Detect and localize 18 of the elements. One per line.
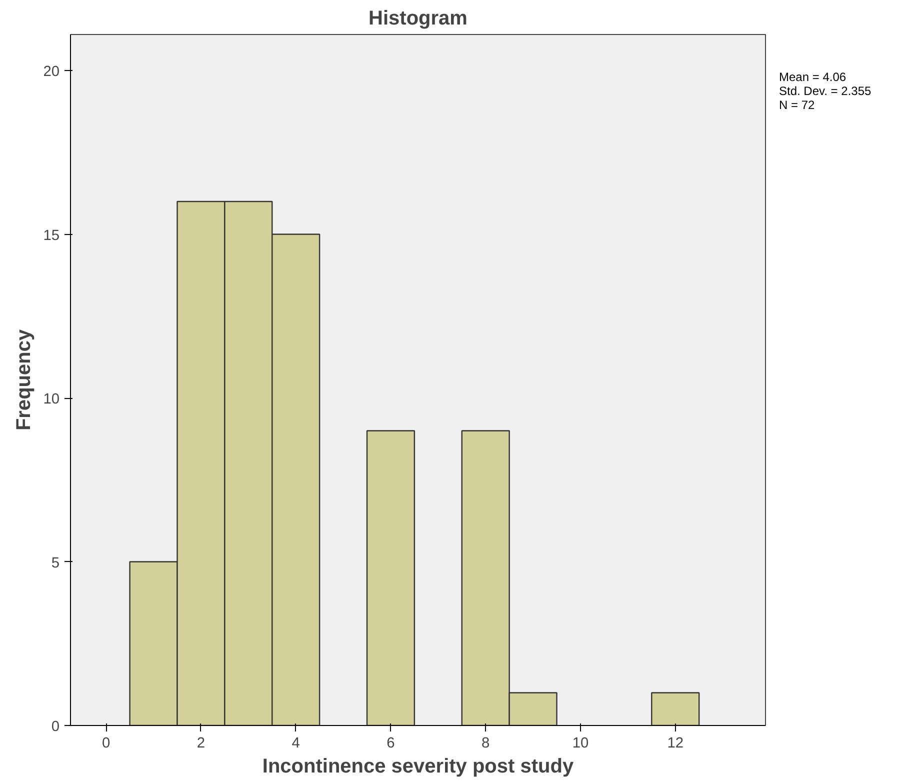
y-tick-label: 15 bbox=[43, 228, 60, 244]
text: N = 72 bbox=[779, 98, 815, 112]
x-tick-label: 6 bbox=[386, 736, 395, 752]
x-tick-label: 8 bbox=[482, 736, 490, 752]
x-tick-label: 10 bbox=[572, 736, 589, 752]
y-tick-label: 10 bbox=[43, 392, 60, 408]
x-tick-label: 0 bbox=[102, 736, 110, 752]
x-tick-label: 4 bbox=[292, 736, 300, 752]
x-axis-title: Incontinence severity post study bbox=[262, 756, 574, 778]
text: Std. Dev. = 2.355 bbox=[779, 84, 872, 98]
y-tick-label: 20 bbox=[43, 64, 60, 80]
y-tick-label: 5 bbox=[51, 555, 60, 572]
chart-title: Histogram bbox=[368, 8, 468, 30]
y-tick-label: 0 bbox=[51, 719, 60, 735]
x-tick-label: 2 bbox=[196, 736, 206, 752]
y-axis-title: Frequency bbox=[13, 328, 36, 431]
text: Mean = 4.06 bbox=[779, 70, 846, 84]
x-tick-label: 12 bbox=[667, 736, 684, 752]
